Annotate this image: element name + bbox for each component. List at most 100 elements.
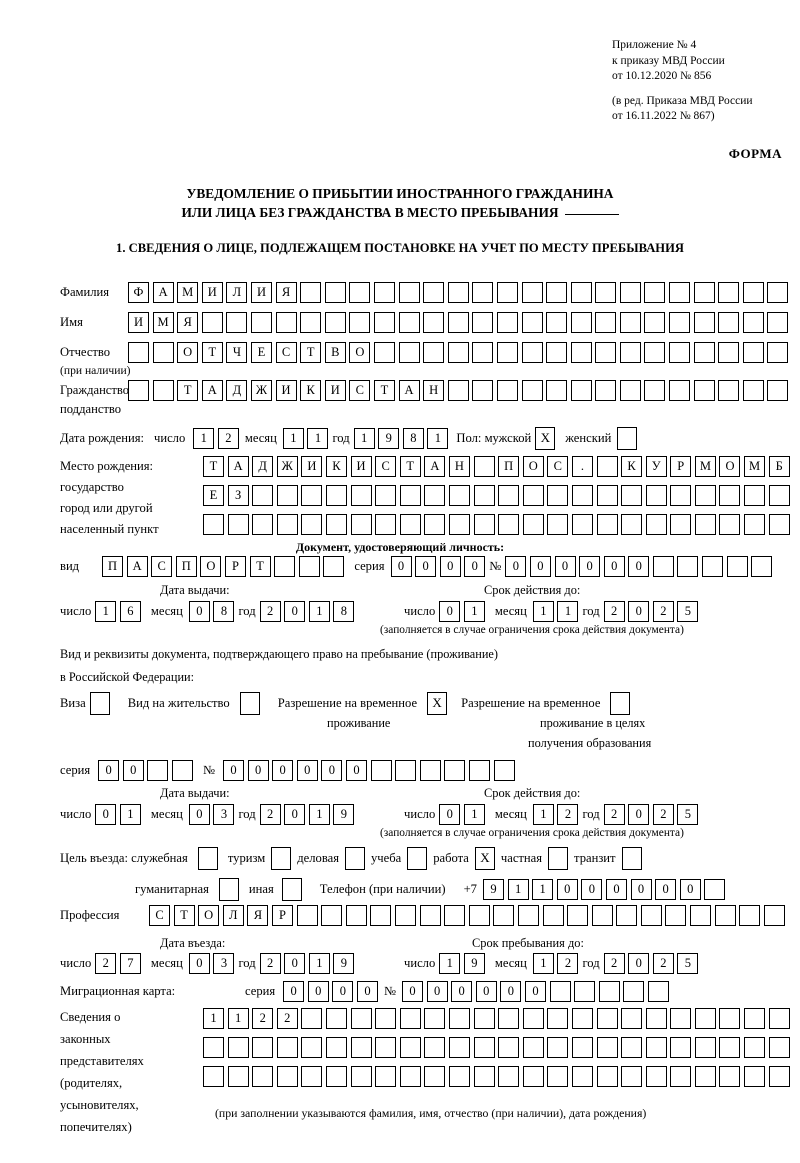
birthplace-input-1-cell-8[interactable]: С — [375, 456, 397, 477]
citizenship-input-cell-22[interactable] — [644, 380, 666, 401]
birthplace-input-3-cell-19[interactable] — [645, 514, 667, 535]
phone-input-cell-8[interactable]: 0 — [655, 879, 677, 900]
representatives-input-1-cell-18[interactable] — [621, 1008, 643, 1029]
profession-input-cell-20[interactable] — [616, 905, 638, 926]
birth-day-input-cell-2[interactable]: 2 — [217, 428, 239, 449]
representatives-input-3-cell-19[interactable] — [645, 1066, 667, 1087]
doc-issue-day-input-cell-1[interactable]: 1 — [95, 601, 117, 622]
patronymic-input-cell-9[interactable]: В — [324, 342, 346, 363]
stay-day-input-cell-2[interactable]: 9 — [463, 953, 485, 974]
birthplace-input-3-cell-20[interactable] — [670, 514, 692, 535]
patronymic-input-cell-7[interactable]: С — [275, 342, 297, 363]
representatives-input-3-cell-5[interactable] — [301, 1066, 323, 1087]
birth-year-input-cell-2[interactable]: 9 — [378, 428, 400, 449]
representatives-input-1-cell-8[interactable] — [375, 1008, 397, 1029]
profession-input-cell-24[interactable] — [714, 905, 736, 926]
profession-input-cell-14[interactable] — [468, 905, 490, 926]
permit-number-input-cell-9[interactable] — [419, 760, 441, 781]
migration-series-input-cell-1[interactable]: 0 — [283, 981, 305, 1002]
surname-input-cell-10[interactable] — [349, 282, 371, 303]
citizenship-input-cell-25[interactable] — [718, 380, 740, 401]
permit-valid-year-input-cell-1[interactable]: 2 — [603, 804, 625, 825]
migration-number-input-cell-9[interactable] — [598, 981, 620, 1002]
citizenship-input-cell-16[interactable] — [496, 380, 518, 401]
surname-input-cell-9[interactable] — [324, 282, 346, 303]
doc-issue-year-input-cell-3[interactable]: 1 — [308, 601, 330, 622]
profession-input-cell-9[interactable] — [345, 905, 367, 926]
surname-input-cell-22[interactable] — [644, 282, 666, 303]
representatives-input-1-cell-9[interactable] — [399, 1008, 421, 1029]
citizenship-input-cell-7[interactable]: И — [275, 380, 297, 401]
representatives-input-2-cell-21[interactable] — [694, 1037, 716, 1058]
birthplace-input-3-cell-8[interactable] — [375, 514, 397, 535]
purpose-official-checkbox[interactable] — [197, 847, 218, 870]
permit-number-input-cell-6[interactable]: 0 — [345, 760, 367, 781]
representatives-input-2-cell-11[interactable] — [448, 1037, 470, 1058]
permit-valid-month-input-cell-1[interactable]: 1 — [532, 804, 554, 825]
firstname-input-cell-22[interactable] — [644, 312, 666, 333]
firstname-input-cell-11[interactable] — [373, 312, 395, 333]
representatives-input-3-cell-9[interactable] — [399, 1066, 421, 1087]
representatives-input-3-cell-20[interactable] — [670, 1066, 692, 1087]
firstname-input-cell-23[interactable] — [669, 312, 691, 333]
birthplace-input-3-cell-9[interactable] — [399, 514, 421, 535]
permit-number-input-cell-1[interactable]: 0 — [222, 760, 244, 781]
representatives-input-3-cell-10[interactable] — [424, 1066, 446, 1087]
firstname-input-cell-4[interactable] — [201, 312, 223, 333]
doc-issue-day-input-cell-2[interactable]: 6 — [119, 601, 141, 622]
permit-number-input-cell-8[interactable] — [395, 760, 417, 781]
doc-kind-input-cell-10[interactable] — [323, 556, 345, 577]
birthplace-input-3-cell-5[interactable] — [301, 514, 323, 535]
phone-input-cell-3[interactable]: 1 — [532, 879, 554, 900]
patronymic-input-cell-20[interactable] — [595, 342, 617, 363]
citizenship-input-cell-26[interactable] — [742, 380, 764, 401]
firstname-input-cell-17[interactable] — [521, 312, 543, 333]
birthplace-input-1-cell-7[interactable]: И — [350, 456, 372, 477]
permit-number-input-cell-3[interactable]: 0 — [272, 760, 294, 781]
migration-number-input-cell-5[interactable]: 0 — [500, 981, 522, 1002]
birthplace-input-2-cell-8[interactable] — [375, 485, 397, 506]
birthplace-input-2-cell-6[interactable] — [325, 485, 347, 506]
firstname-input-cell-3[interactable]: Я — [177, 312, 199, 333]
representatives-input-1-cell-13[interactable] — [498, 1008, 520, 1029]
profession-input-cell-22[interactable] — [665, 905, 687, 926]
profession-input-cell-18[interactable] — [567, 905, 589, 926]
birthplace-input-1-cell-6[interactable]: К — [325, 456, 347, 477]
migration-series-input-cell-3[interactable]: 0 — [332, 981, 354, 1002]
surname-input-cell-27[interactable] — [767, 282, 789, 303]
permit-number-input-cell-7[interactable] — [370, 760, 392, 781]
birthplace-input-3-cell-14[interactable] — [522, 514, 544, 535]
birthplace-input-3-cell-16[interactable] — [571, 514, 593, 535]
sex-female-checkbox[interactable] — [617, 427, 638, 450]
patronymic-input-cell-6[interactable]: Е — [250, 342, 272, 363]
patronymic-input-cell-13[interactable] — [423, 342, 445, 363]
representatives-input-1-cell-20[interactable] — [670, 1008, 692, 1029]
doc-valid-day-input-cell-1[interactable]: 0 — [439, 601, 461, 622]
profession-input-cell-2[interactable]: Т — [173, 905, 195, 926]
firstname-input-cell-27[interactable] — [767, 312, 789, 333]
firstname-input-cell-21[interactable] — [619, 312, 641, 333]
representatives-input-3-cell-15[interactable] — [547, 1066, 569, 1087]
birthplace-input-3-cell-10[interactable] — [424, 514, 446, 535]
citizenship-input-cell-5[interactable]: Д — [226, 380, 248, 401]
representatives-input-1-cell-2[interactable]: 1 — [227, 1008, 249, 1029]
birthplace-input-2-cell-19[interactable] — [645, 485, 667, 506]
entry-year-input-cell-4[interactable]: 9 — [333, 953, 355, 974]
patronymic-input-cell-23[interactable] — [669, 342, 691, 363]
birthplace-input-1-cell-10[interactable]: А — [424, 456, 446, 477]
permit-issue-month-input-cell-1[interactable]: 0 — [188, 804, 210, 825]
birthplace-input-1-cell-17[interactable] — [596, 456, 618, 477]
firstname-input-cell-10[interactable] — [349, 312, 371, 333]
birthplace-input-3-cell-2[interactable] — [227, 514, 249, 535]
